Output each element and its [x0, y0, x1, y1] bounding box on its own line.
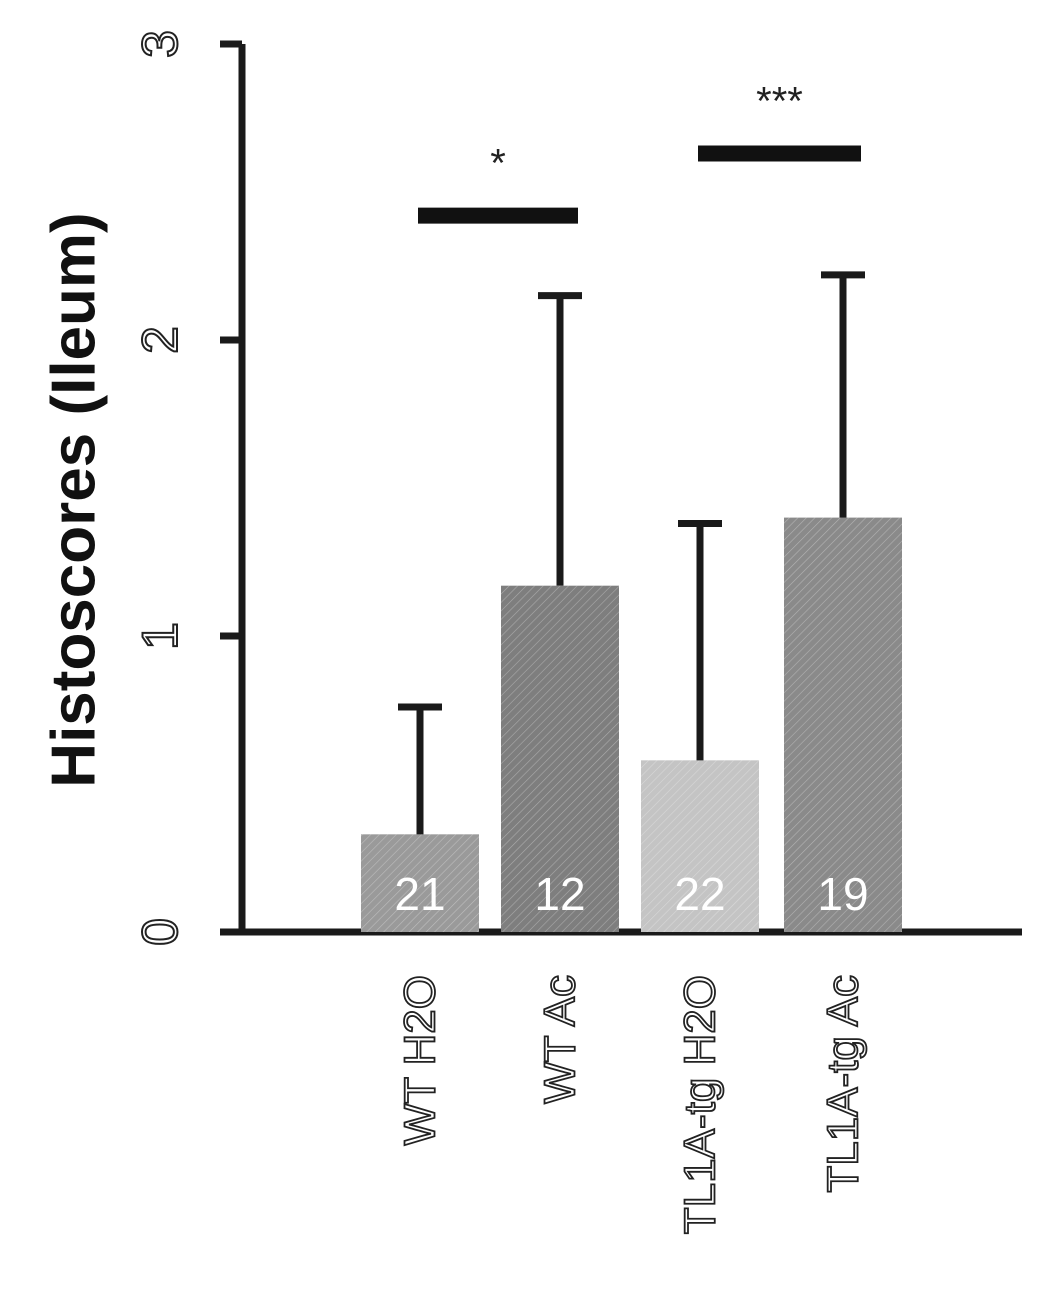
bars — [361, 517, 902, 932]
x-tick-label: WT Ac — [536, 975, 585, 1104]
bar-n-label: 19 — [817, 868, 868, 920]
bar-n-label: 22 — [674, 868, 725, 920]
bar-n-label: 21 — [394, 868, 445, 920]
x-tick-label: WT H2O — [396, 975, 445, 1145]
bar-texture — [784, 517, 902, 932]
y-axis-title: Histoscores (Ileum) — [40, 212, 109, 787]
significance-label: *** — [756, 80, 803, 124]
bar-texture — [501, 585, 619, 932]
bar-texture — [361, 834, 479, 932]
error-bars — [398, 271, 865, 835]
bar-texture — [641, 760, 759, 932]
y-tick-label: 1 — [132, 622, 188, 650]
x-tick-label: TL1A-tg H2O — [676, 975, 725, 1234]
y-tick-label: 0 — [132, 918, 188, 946]
bar-n-label: 12 — [534, 868, 585, 920]
y-tick-label: 3 — [132, 30, 188, 58]
x-tick-label: TL1A-tg Ac — [819, 975, 868, 1193]
significance-markers: **** — [418, 80, 861, 224]
significance-label: * — [490, 142, 506, 186]
y-tick-label: 2 — [132, 326, 188, 354]
